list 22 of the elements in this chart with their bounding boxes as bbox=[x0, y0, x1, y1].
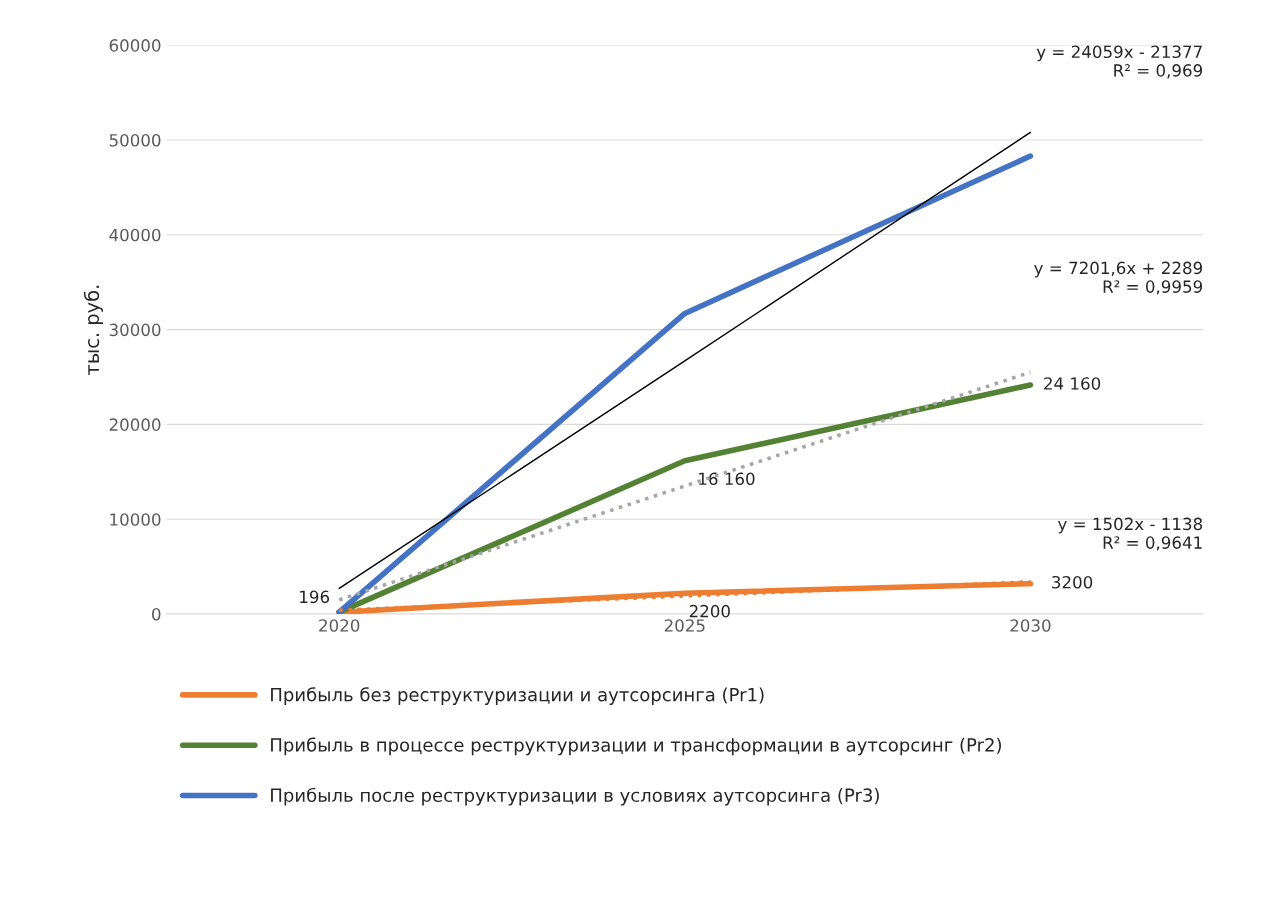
y-tick-label: 40000 bbox=[109, 228, 161, 242]
data-label: 24 160 bbox=[1044, 377, 1101, 390]
annotation: y = 24059x - 21377 R² = 0,969 bbox=[1036, 45, 1203, 79]
x-tick-label: 2020 bbox=[319, 619, 360, 632]
legend-label: Прибыль без реструктуризации и аутсорсинга (Pr1) bbox=[271, 687, 764, 705]
legend-label: Прибыль в процессе реструктуризации и трансформации в аутсорсинг (Pr2) bbox=[271, 737, 1001, 756]
annotation: y = 7201,6x + 2289 R² = 0,9959 bbox=[1034, 261, 1203, 295]
y-tick-label: 10000 bbox=[110, 513, 161, 526]
x-tick-label: 2025 bbox=[664, 619, 705, 632]
y-tick-label: 60000 bbox=[109, 39, 161, 52]
annotation: y = 1502x - 1138 R² = 0,9641 bbox=[1057, 517, 1203, 551]
x-tick-label: 2030 bbox=[1010, 619, 1051, 632]
y-tick-label: 20000 bbox=[109, 418, 161, 431]
y-axis-title: тыс. руб. bbox=[83, 285, 103, 375]
data-label: 2200 bbox=[689, 604, 730, 618]
legend-label: Прибыль после реструктуризации в условиях аутсорсинга (Pr3) bbox=[271, 787, 879, 806]
data-label: 16 160 bbox=[699, 472, 755, 486]
y-tick-label: 50000 bbox=[109, 133, 161, 147]
data-label: 196 bbox=[300, 590, 330, 604]
data-label: 3200 bbox=[1052, 575, 1093, 589]
y-tick-label: 30000 bbox=[109, 323, 161, 337]
y-tick-label: 0 bbox=[152, 608, 161, 621]
